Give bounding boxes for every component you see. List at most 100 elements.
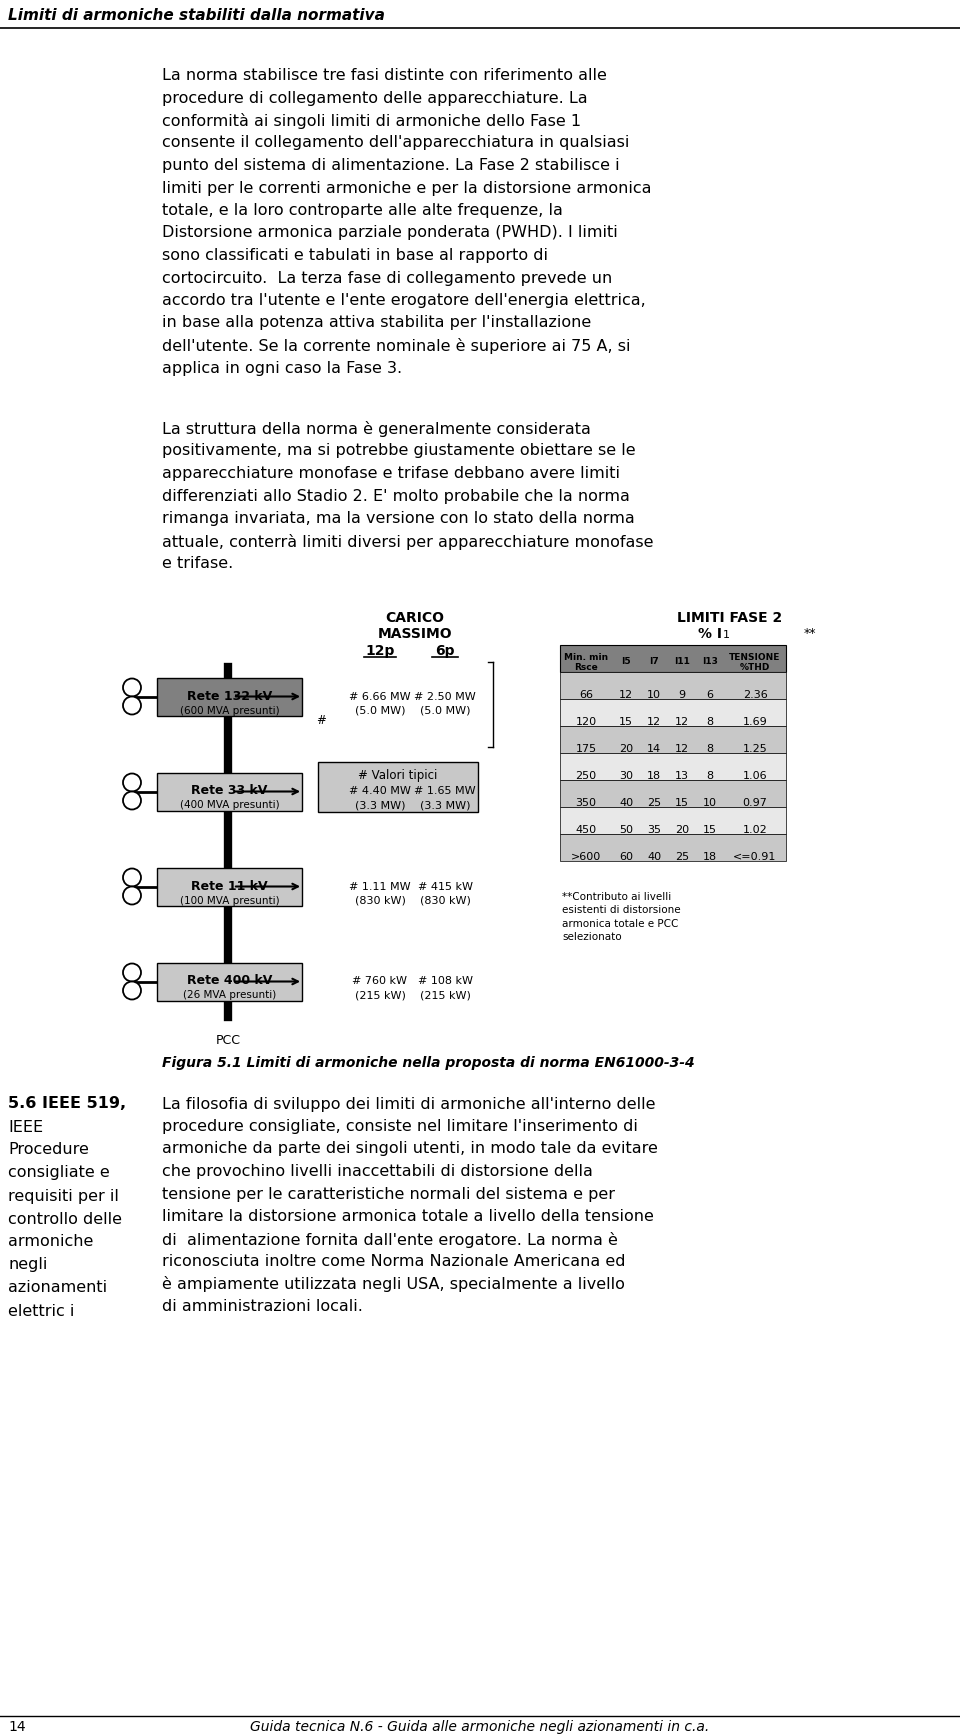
Text: <=0.91: <=0.91 bbox=[733, 851, 777, 862]
Text: LIMITI FASE 2: LIMITI FASE 2 bbox=[678, 612, 782, 626]
Text: Rete 400 kV: Rete 400 kV bbox=[187, 975, 273, 987]
Text: # 2.50 MW: # 2.50 MW bbox=[414, 692, 476, 702]
Bar bbox=[560, 780, 786, 806]
Text: apparecchiature monofase e trifase debbano avere limiti: apparecchiature monofase e trifase debba… bbox=[162, 466, 620, 480]
Text: Figura 5.1 Limiti di armoniche nella proposta di norma EN61000-3-4: Figura 5.1 Limiti di armoniche nella pro… bbox=[162, 1056, 695, 1070]
Bar bbox=[560, 753, 786, 780]
Circle shape bbox=[123, 886, 141, 905]
Text: # 6.66 MW: # 6.66 MW bbox=[349, 692, 411, 702]
Text: 1.25: 1.25 bbox=[743, 744, 767, 754]
Text: punto del sistema di alimentazione. La Fase 2 stabilisce i: punto del sistema di alimentazione. La F… bbox=[162, 158, 619, 173]
Text: 15: 15 bbox=[675, 798, 689, 808]
Text: 175: 175 bbox=[575, 744, 596, 754]
Text: procedure di collegamento delle apparecchiature. La: procedure di collegamento delle apparecc… bbox=[162, 90, 588, 106]
Text: IEEE: IEEE bbox=[8, 1120, 43, 1134]
Text: applica in ogni caso la Fase 3.: applica in ogni caso la Fase 3. bbox=[162, 361, 402, 376]
Text: Rete 33 kV: Rete 33 kV bbox=[191, 784, 268, 798]
Text: cortocircuito.  La terza fase di collegamento prevede un: cortocircuito. La terza fase di collegam… bbox=[162, 271, 612, 286]
Text: 40: 40 bbox=[619, 798, 633, 808]
Text: di  alimentazione fornita dall'ente erogatore. La norma è: di alimentazione fornita dall'ente eroga… bbox=[162, 1231, 618, 1247]
Text: totale, e la loro controparte alle alte frequenze, la: totale, e la loro controparte alle alte … bbox=[162, 203, 563, 218]
Text: tensione per le caratteristiche normali del sistema e per: tensione per le caratteristiche normali … bbox=[162, 1186, 615, 1202]
Text: azionamenti: azionamenti bbox=[8, 1280, 108, 1295]
Text: I7: I7 bbox=[649, 657, 659, 666]
Text: controllo delle: controllo delle bbox=[8, 1212, 122, 1226]
Text: TENSIONE: TENSIONE bbox=[730, 652, 780, 661]
Text: 8: 8 bbox=[707, 716, 713, 727]
Text: I5: I5 bbox=[621, 657, 631, 666]
Text: Limiti di armoniche stabiliti dalla normativa: Limiti di armoniche stabiliti dalla norm… bbox=[8, 9, 385, 23]
Text: accordo tra l'utente e l'ente erogatore dell'energia elettrica,: accordo tra l'utente e l'ente erogatore … bbox=[162, 293, 646, 309]
Text: (5.0 MW): (5.0 MW) bbox=[420, 706, 470, 716]
Text: 12: 12 bbox=[619, 690, 633, 701]
Bar bbox=[157, 773, 302, 810]
Text: riconosciuta inoltre come Norma Nazionale Americana ed: riconosciuta inoltre come Norma Nazional… bbox=[162, 1254, 626, 1269]
Text: 120: 120 bbox=[575, 716, 596, 727]
Text: 1.06: 1.06 bbox=[743, 772, 767, 780]
Text: Rsce: Rsce bbox=[574, 662, 598, 671]
Text: 18: 18 bbox=[703, 851, 717, 862]
Text: La norma stabilisce tre fasi distinte con riferimento alle: La norma stabilisce tre fasi distinte co… bbox=[162, 68, 607, 83]
Text: è ampiamente utilizzata negli USA, specialmente a livello: è ampiamente utilizzata negli USA, speci… bbox=[162, 1276, 625, 1292]
Text: 1: 1 bbox=[723, 631, 730, 640]
Text: # 1.11 MW: # 1.11 MW bbox=[349, 881, 411, 891]
Text: 14: 14 bbox=[8, 1720, 26, 1734]
Bar bbox=[157, 678, 302, 716]
Text: 20: 20 bbox=[675, 825, 689, 836]
Circle shape bbox=[123, 869, 141, 886]
Text: 12: 12 bbox=[675, 744, 689, 754]
Bar bbox=[157, 962, 302, 1001]
Text: % I: % I bbox=[698, 626, 722, 640]
Text: conformità ai singoli limiti di armoniche dello Fase 1: conformità ai singoli limiti di armonich… bbox=[162, 113, 581, 128]
Text: (26 MVA presunti): (26 MVA presunti) bbox=[182, 990, 276, 1001]
Text: 1.69: 1.69 bbox=[743, 716, 767, 727]
Text: (830 kW): (830 kW) bbox=[354, 895, 405, 905]
Text: #: # bbox=[316, 714, 325, 728]
Circle shape bbox=[123, 981, 141, 999]
Text: # 108 kW: # 108 kW bbox=[418, 976, 472, 987]
Text: 450: 450 bbox=[575, 825, 596, 836]
Text: 15: 15 bbox=[619, 716, 633, 727]
Text: (100 MVA presunti): (100 MVA presunti) bbox=[180, 895, 279, 905]
Circle shape bbox=[123, 791, 141, 810]
Text: 18: 18 bbox=[647, 772, 661, 780]
Text: che provochino livelli inaccettabili di distorsione della: che provochino livelli inaccettabili di … bbox=[162, 1164, 593, 1179]
Text: armoniche da parte dei singoli utenti, in modo tale da evitare: armoniche da parte dei singoli utenti, i… bbox=[162, 1141, 658, 1157]
Text: 35: 35 bbox=[647, 825, 661, 836]
Text: **Contributo ai livelli
esistenti di distorsione
armonica totale e PCC
seleziona: **Contributo ai livelli esistenti di dis… bbox=[562, 891, 681, 942]
Text: # 4.40 MW: # 4.40 MW bbox=[349, 787, 411, 796]
Text: # Valori tipici: # Valori tipici bbox=[358, 770, 438, 782]
Bar bbox=[318, 761, 478, 812]
Text: armoniche: armoniche bbox=[8, 1235, 93, 1250]
Text: # 415 kW: # 415 kW bbox=[418, 881, 472, 891]
Text: (215 kW): (215 kW) bbox=[420, 990, 470, 1001]
Text: consigliate e: consigliate e bbox=[8, 1165, 109, 1181]
Bar bbox=[157, 867, 302, 905]
Text: 12: 12 bbox=[675, 716, 689, 727]
Text: 8: 8 bbox=[707, 744, 713, 754]
Text: 12: 12 bbox=[647, 716, 661, 727]
Text: (5.0 MW): (5.0 MW) bbox=[355, 706, 405, 716]
Text: MASSIMO: MASSIMO bbox=[377, 626, 452, 640]
Text: 66: 66 bbox=[579, 690, 593, 701]
Text: e trifase.: e trifase. bbox=[162, 557, 233, 570]
Text: 12p: 12p bbox=[366, 643, 395, 657]
Text: (600 MVA presunti): (600 MVA presunti) bbox=[180, 706, 279, 716]
Text: 8: 8 bbox=[707, 772, 713, 780]
Text: (215 kW): (215 kW) bbox=[354, 990, 405, 1001]
Text: 350: 350 bbox=[575, 798, 596, 808]
Text: limitare la distorsione armonica totale a livello della tensione: limitare la distorsione armonica totale … bbox=[162, 1209, 654, 1224]
Text: PCC: PCC bbox=[215, 1035, 241, 1047]
Bar bbox=[560, 725, 786, 753]
Text: 10: 10 bbox=[703, 798, 717, 808]
Text: (3.3 MW): (3.3 MW) bbox=[355, 801, 405, 810]
Text: sono classificati e tabulati in base al rapporto di: sono classificati e tabulati in base al … bbox=[162, 248, 548, 264]
Text: 250: 250 bbox=[575, 772, 596, 780]
Text: limiti per le correnti armoniche e per la distorsione armonica: limiti per le correnti armoniche e per l… bbox=[162, 180, 652, 196]
Text: 1.02: 1.02 bbox=[743, 825, 767, 836]
Text: **: ** bbox=[804, 626, 816, 640]
Bar bbox=[560, 806, 786, 834]
Text: 40: 40 bbox=[647, 851, 661, 862]
Text: # 1.65 MW: # 1.65 MW bbox=[414, 787, 476, 796]
Text: La filosofia di sviluppo dei limiti di armoniche all'interno delle: La filosofia di sviluppo dei limiti di a… bbox=[162, 1096, 656, 1111]
